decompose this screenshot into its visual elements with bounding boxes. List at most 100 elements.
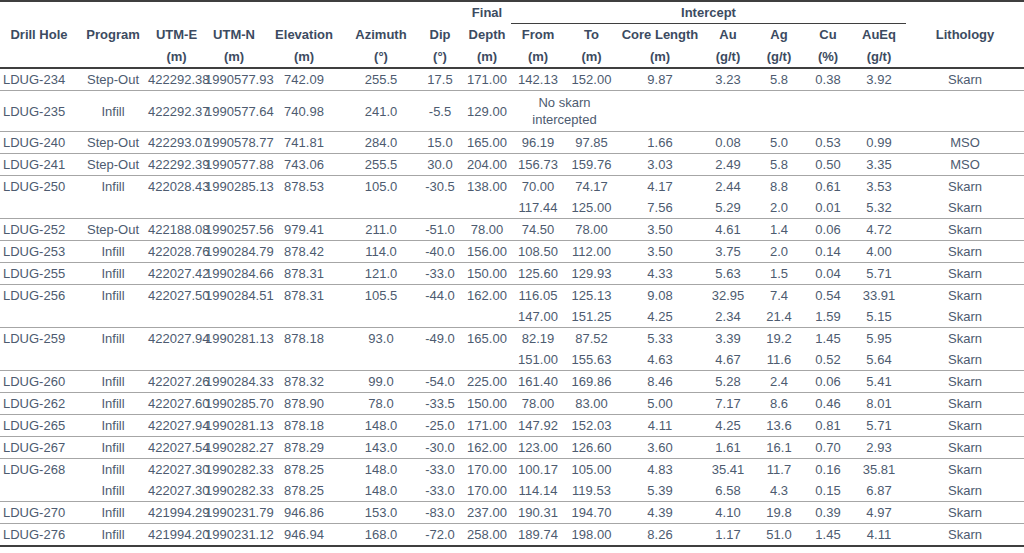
cell-ag: 19.8 bbox=[754, 502, 804, 524]
cell-utm_n bbox=[205, 197, 263, 219]
column-header-elevation: Elevation bbox=[263, 24, 345, 46]
cell-dip: -25.0 bbox=[417, 415, 463, 437]
cell-cu: 0.01 bbox=[804, 197, 852, 219]
final-label: Final bbox=[463, 1, 511, 24]
cell-dip: -33.0 bbox=[417, 263, 463, 285]
cell-cu: 1.45 bbox=[804, 328, 852, 350]
cell-utm_n bbox=[205, 349, 263, 371]
table-row: LDUG-234Step-Out422292.381990577.93742.0… bbox=[0, 68, 1024, 91]
cell-to: 83.00 bbox=[565, 393, 618, 415]
cell-cu: 0.81 bbox=[804, 415, 852, 437]
cell-core_length: 4.17 bbox=[618, 176, 702, 198]
cell-to: 169.86 bbox=[565, 371, 618, 393]
cell-depth: 165.00 bbox=[463, 328, 511, 350]
cell-aueq: 4.00 bbox=[852, 241, 906, 263]
cell-au: 1.17 bbox=[702, 524, 754, 547]
cell-lithology: Skarn bbox=[906, 328, 1024, 350]
cell-au: 2.44 bbox=[702, 176, 754, 198]
cell-ag: 7.4 bbox=[754, 285, 804, 307]
cell-lithology: Skarn bbox=[906, 502, 1024, 524]
cell-elevation: 740.98 bbox=[263, 91, 345, 132]
cell-elevation: 742.09 bbox=[263, 68, 345, 91]
cell-au: 0.08 bbox=[702, 132, 754, 154]
cell-utm_e: 422027.42 bbox=[148, 263, 205, 285]
cell-depth: 156.00 bbox=[463, 241, 511, 263]
cell-hole bbox=[0, 480, 78, 502]
cell-aueq: 3.92 bbox=[852, 68, 906, 91]
cell-hole: LDUG-234 bbox=[0, 68, 78, 91]
cell-depth: 225.00 bbox=[463, 371, 511, 393]
cell-azimuth: 168.0 bbox=[345, 524, 417, 547]
cell-au: 5.29 bbox=[702, 197, 754, 219]
cell-dip: -33.5 bbox=[417, 393, 463, 415]
table-row: LDUG-235Infill422292.371990577.64740.982… bbox=[0, 91, 1024, 132]
cell-core_length: 4.83 bbox=[618, 459, 702, 481]
cell-depth: 171.00 bbox=[463, 68, 511, 91]
cell-hole: LDUG-235 bbox=[0, 91, 78, 132]
cell-from: 123.00 bbox=[511, 437, 565, 459]
cell-au: 2.49 bbox=[702, 154, 754, 176]
table-row: 151.00155.634.634.6711.60.525.64Skarn bbox=[0, 349, 1024, 371]
cell-program: Infill bbox=[78, 459, 148, 481]
cell-azimuth bbox=[345, 306, 417, 328]
cell-lithology: Skarn bbox=[906, 197, 1024, 219]
drill-hole-group: LDUG-259Infill422027.941990281.13878.189… bbox=[0, 328, 1024, 371]
cell-utm_n: 1990284.79 bbox=[205, 241, 263, 263]
cell-depth: 162.00 bbox=[463, 437, 511, 459]
cell-cu: 0.14 bbox=[804, 241, 852, 263]
cell-program bbox=[78, 349, 148, 371]
column-unit-from: (m) bbox=[511, 45, 565, 68]
cell-dip: -44.0 bbox=[417, 285, 463, 307]
cell-to: 87.52 bbox=[565, 328, 618, 350]
cell-utm_n: 1990282.33 bbox=[205, 480, 263, 502]
cell-from: 147.00 bbox=[511, 306, 565, 328]
cell-to: 97.85 bbox=[565, 132, 618, 154]
cell-core_length: 4.11 bbox=[618, 415, 702, 437]
cell-ag: 21.4 bbox=[754, 306, 804, 328]
cell-core_length: 5.00 bbox=[618, 393, 702, 415]
cell-azimuth: 211.0 bbox=[345, 219, 417, 241]
cell-program: Infill bbox=[78, 91, 148, 132]
cell-depth: 170.00 bbox=[463, 459, 511, 481]
cell-utm_e: 422027.30 bbox=[148, 459, 205, 481]
cell-cu: 0.52 bbox=[804, 349, 852, 371]
column-header-utm_e: UTM-E bbox=[148, 24, 205, 46]
table-row: LDUG-270Infill421994.291990231.79946.861… bbox=[0, 502, 1024, 524]
cell-au: 2.34 bbox=[702, 306, 754, 328]
cell-elevation: 741.81 bbox=[263, 132, 345, 154]
header-span-row: FinalIntercept bbox=[0, 1, 1024, 24]
cell-utm_e: 422027.50 bbox=[148, 285, 205, 307]
drill-results-table: FinalInterceptDrill HoleProgramUTM-EUTM-… bbox=[0, 0, 1024, 547]
cell-from: 114.14 bbox=[511, 480, 565, 502]
cell-aueq: 33.91 bbox=[852, 285, 906, 307]
cell-ag: 51.0 bbox=[754, 524, 804, 547]
cell-lithology: Skarn bbox=[906, 459, 1024, 481]
cell-dip: -72.0 bbox=[417, 524, 463, 547]
cell-lithology: Skarn bbox=[906, 263, 1024, 285]
cell-depth: 150.00 bbox=[463, 393, 511, 415]
cell-core_length: 4.39 bbox=[618, 502, 702, 524]
cell-au: 6.58 bbox=[702, 480, 754, 502]
cell-cu: 0.06 bbox=[804, 371, 852, 393]
cell-ag: 11.7 bbox=[754, 459, 804, 481]
column-header-azimuth: Azimuth bbox=[345, 24, 417, 46]
cell-elevation: 878.42 bbox=[263, 241, 345, 263]
cell-utm_e: 422292.37 bbox=[148, 91, 205, 132]
cell-cu: 0.38 bbox=[804, 68, 852, 91]
cell-depth: 237.00 bbox=[463, 502, 511, 524]
cell-utm_e: 422027.26 bbox=[148, 371, 205, 393]
column-header-ag: Ag bbox=[754, 24, 804, 46]
cell-utm_e bbox=[148, 349, 205, 371]
cell-cu: 0.54 bbox=[804, 285, 852, 307]
column-header-lithology: Lithology bbox=[906, 24, 1024, 46]
cell-dip: -30.5 bbox=[417, 176, 463, 198]
cell-from: 108.50 bbox=[511, 241, 565, 263]
cell-ag: 8.8 bbox=[754, 176, 804, 198]
header-spacer bbox=[0, 1, 463, 24]
cell-hole: LDUG-252 bbox=[0, 219, 78, 241]
cell-dip bbox=[417, 197, 463, 219]
cell-dip: -49.0 bbox=[417, 328, 463, 350]
table-row: LDUG-241Step-Out422292.391990577.88743.0… bbox=[0, 154, 1024, 176]
cell-elevation: 878.32 bbox=[263, 371, 345, 393]
cell-core_length: 3.03 bbox=[618, 154, 702, 176]
